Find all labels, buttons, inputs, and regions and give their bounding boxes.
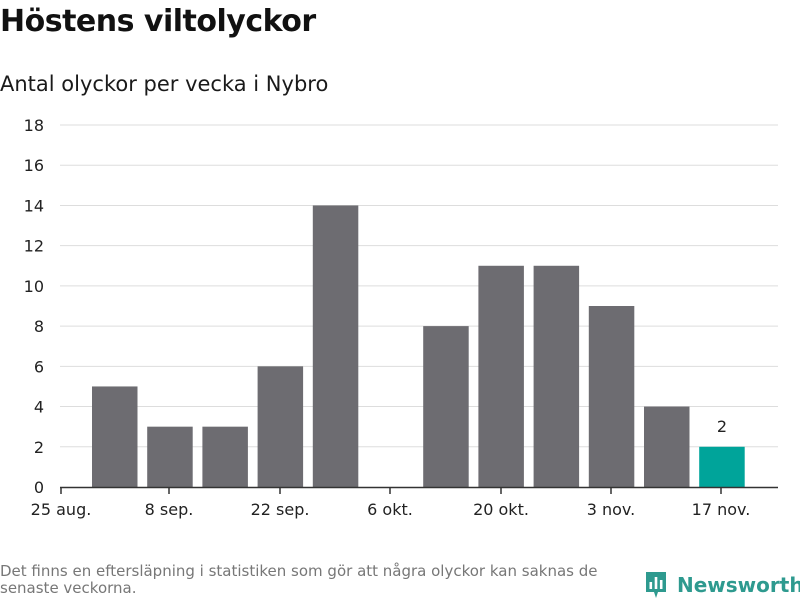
bar [644, 406, 690, 487]
y-tick-label: 12 [24, 237, 44, 256]
y-tick-label: 2 [34, 438, 44, 457]
x-tick-label: 20 okt. [473, 500, 529, 519]
bar [588, 306, 635, 487]
bar [147, 426, 193, 487]
bar [699, 446, 745, 487]
x-tick-label: 17 nov. [692, 500, 751, 519]
brand-name: Newsworthy [677, 573, 800, 597]
chart-title: Höstens viltolyckor [0, 4, 316, 39]
brand: Newsworthy [645, 570, 800, 600]
y-tick-label: 18 [24, 116, 44, 135]
y-tick-label: 6 [34, 357, 44, 376]
bar [202, 426, 248, 487]
data-label: 2 [717, 417, 727, 436]
bar [92, 386, 138, 487]
x-tick-label: 3 nov. [587, 500, 636, 519]
y-tick-label: 8 [34, 317, 44, 336]
footnote: Det finns en eftersläpning i statistiken… [0, 562, 598, 597]
y-tick-label: 14 [24, 196, 44, 215]
y-tick-label: 4 [34, 398, 44, 417]
y-tick-label: 10 [24, 277, 44, 296]
bar [257, 366, 304, 487]
bar [423, 326, 469, 487]
y-tick-label: 16 [24, 156, 44, 175]
bar [533, 265, 580, 487]
newsworthy-logo-icon [646, 572, 666, 598]
bar [478, 265, 524, 487]
y-tick-label: 0 [34, 478, 44, 497]
bar [312, 205, 359, 487]
chart-subtitle: Antal olyckor per vecka i Nybro [0, 72, 329, 96]
x-tick-label: 22 sep. [251, 500, 310, 519]
x-tick-label: 25 aug. [31, 500, 92, 519]
x-tick-label: 6 okt. [367, 500, 413, 519]
x-tick-label: 8 sep. [145, 500, 194, 519]
